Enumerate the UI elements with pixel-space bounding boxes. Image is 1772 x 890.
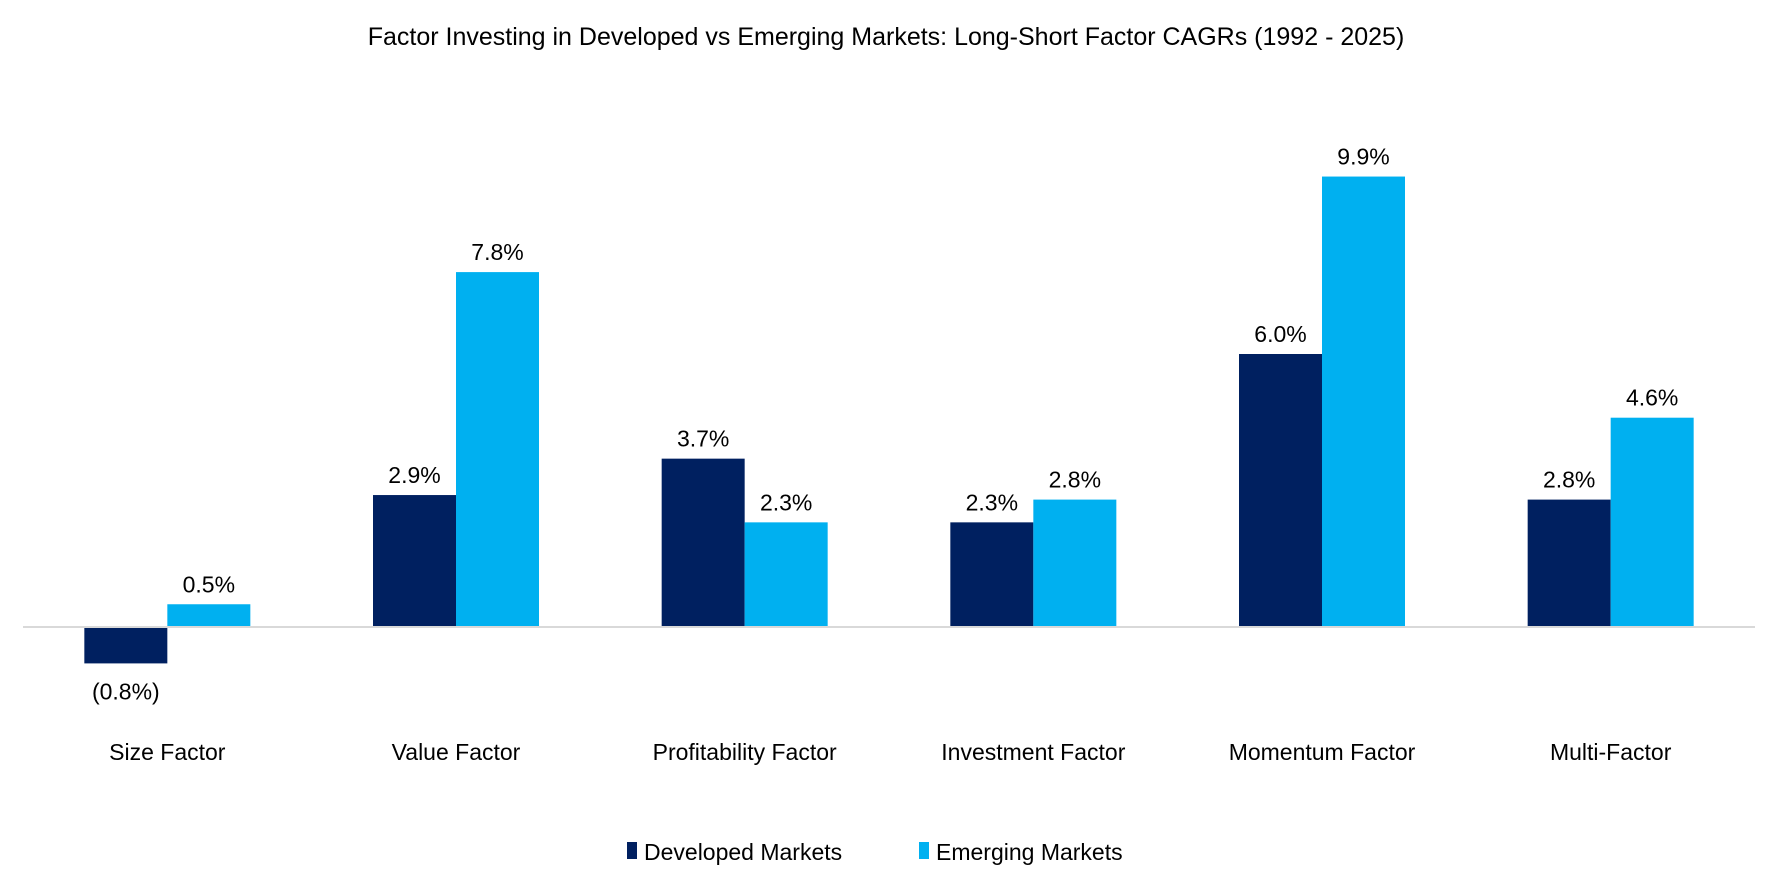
data-label: 2.8% [1049,467,1101,493]
category-label: Value Factor [392,739,521,765]
bar-emerging-2 [744,522,828,627]
bar-emerging-1 [456,272,539,627]
data-label: 9.9% [1337,144,1389,170]
category-label: Profitability Factor [653,739,837,765]
data-label: 2.3% [966,489,1018,515]
data-label: 3.7% [677,426,729,452]
bar-developed-1 [373,495,456,627]
legend: Developed Markets Emerging Markets [627,839,1123,865]
category-label: Investment Factor [941,739,1125,765]
category-label: Size Factor [109,739,226,765]
bar-emerging-0 [167,604,251,627]
chart-title: Factor Investing in Developed vs Emergin… [368,23,1405,51]
bar-developed-4 [1239,354,1322,627]
bar-developed-3 [950,522,1034,627]
data-label: 2.9% [388,462,440,488]
legend-label: Emerging Markets [936,839,1123,865]
bar-developed-5 [1527,499,1611,627]
legend-label: Developed Markets [644,839,842,865]
data-label: 2.3% [760,489,812,515]
data-label: 2.8% [1543,467,1595,493]
legend-swatch [919,842,929,859]
data-label: 4.6% [1626,385,1678,411]
data-label: 6.0% [1254,321,1306,347]
bar-developed-0 [84,627,168,664]
bar-emerging-3 [1033,499,1117,627]
data-label: (0.8%) [92,678,160,704]
legend-swatch [627,842,637,859]
bar-developed-2 [661,458,745,627]
data-label: 7.8% [471,239,523,265]
category-label: Momentum Factor [1229,739,1416,765]
category-label: Multi-Factor [1550,739,1672,765]
bar-emerging-5 [1610,417,1694,627]
bar-emerging-4 [1322,176,1405,628]
data-label: 0.5% [183,571,235,597]
